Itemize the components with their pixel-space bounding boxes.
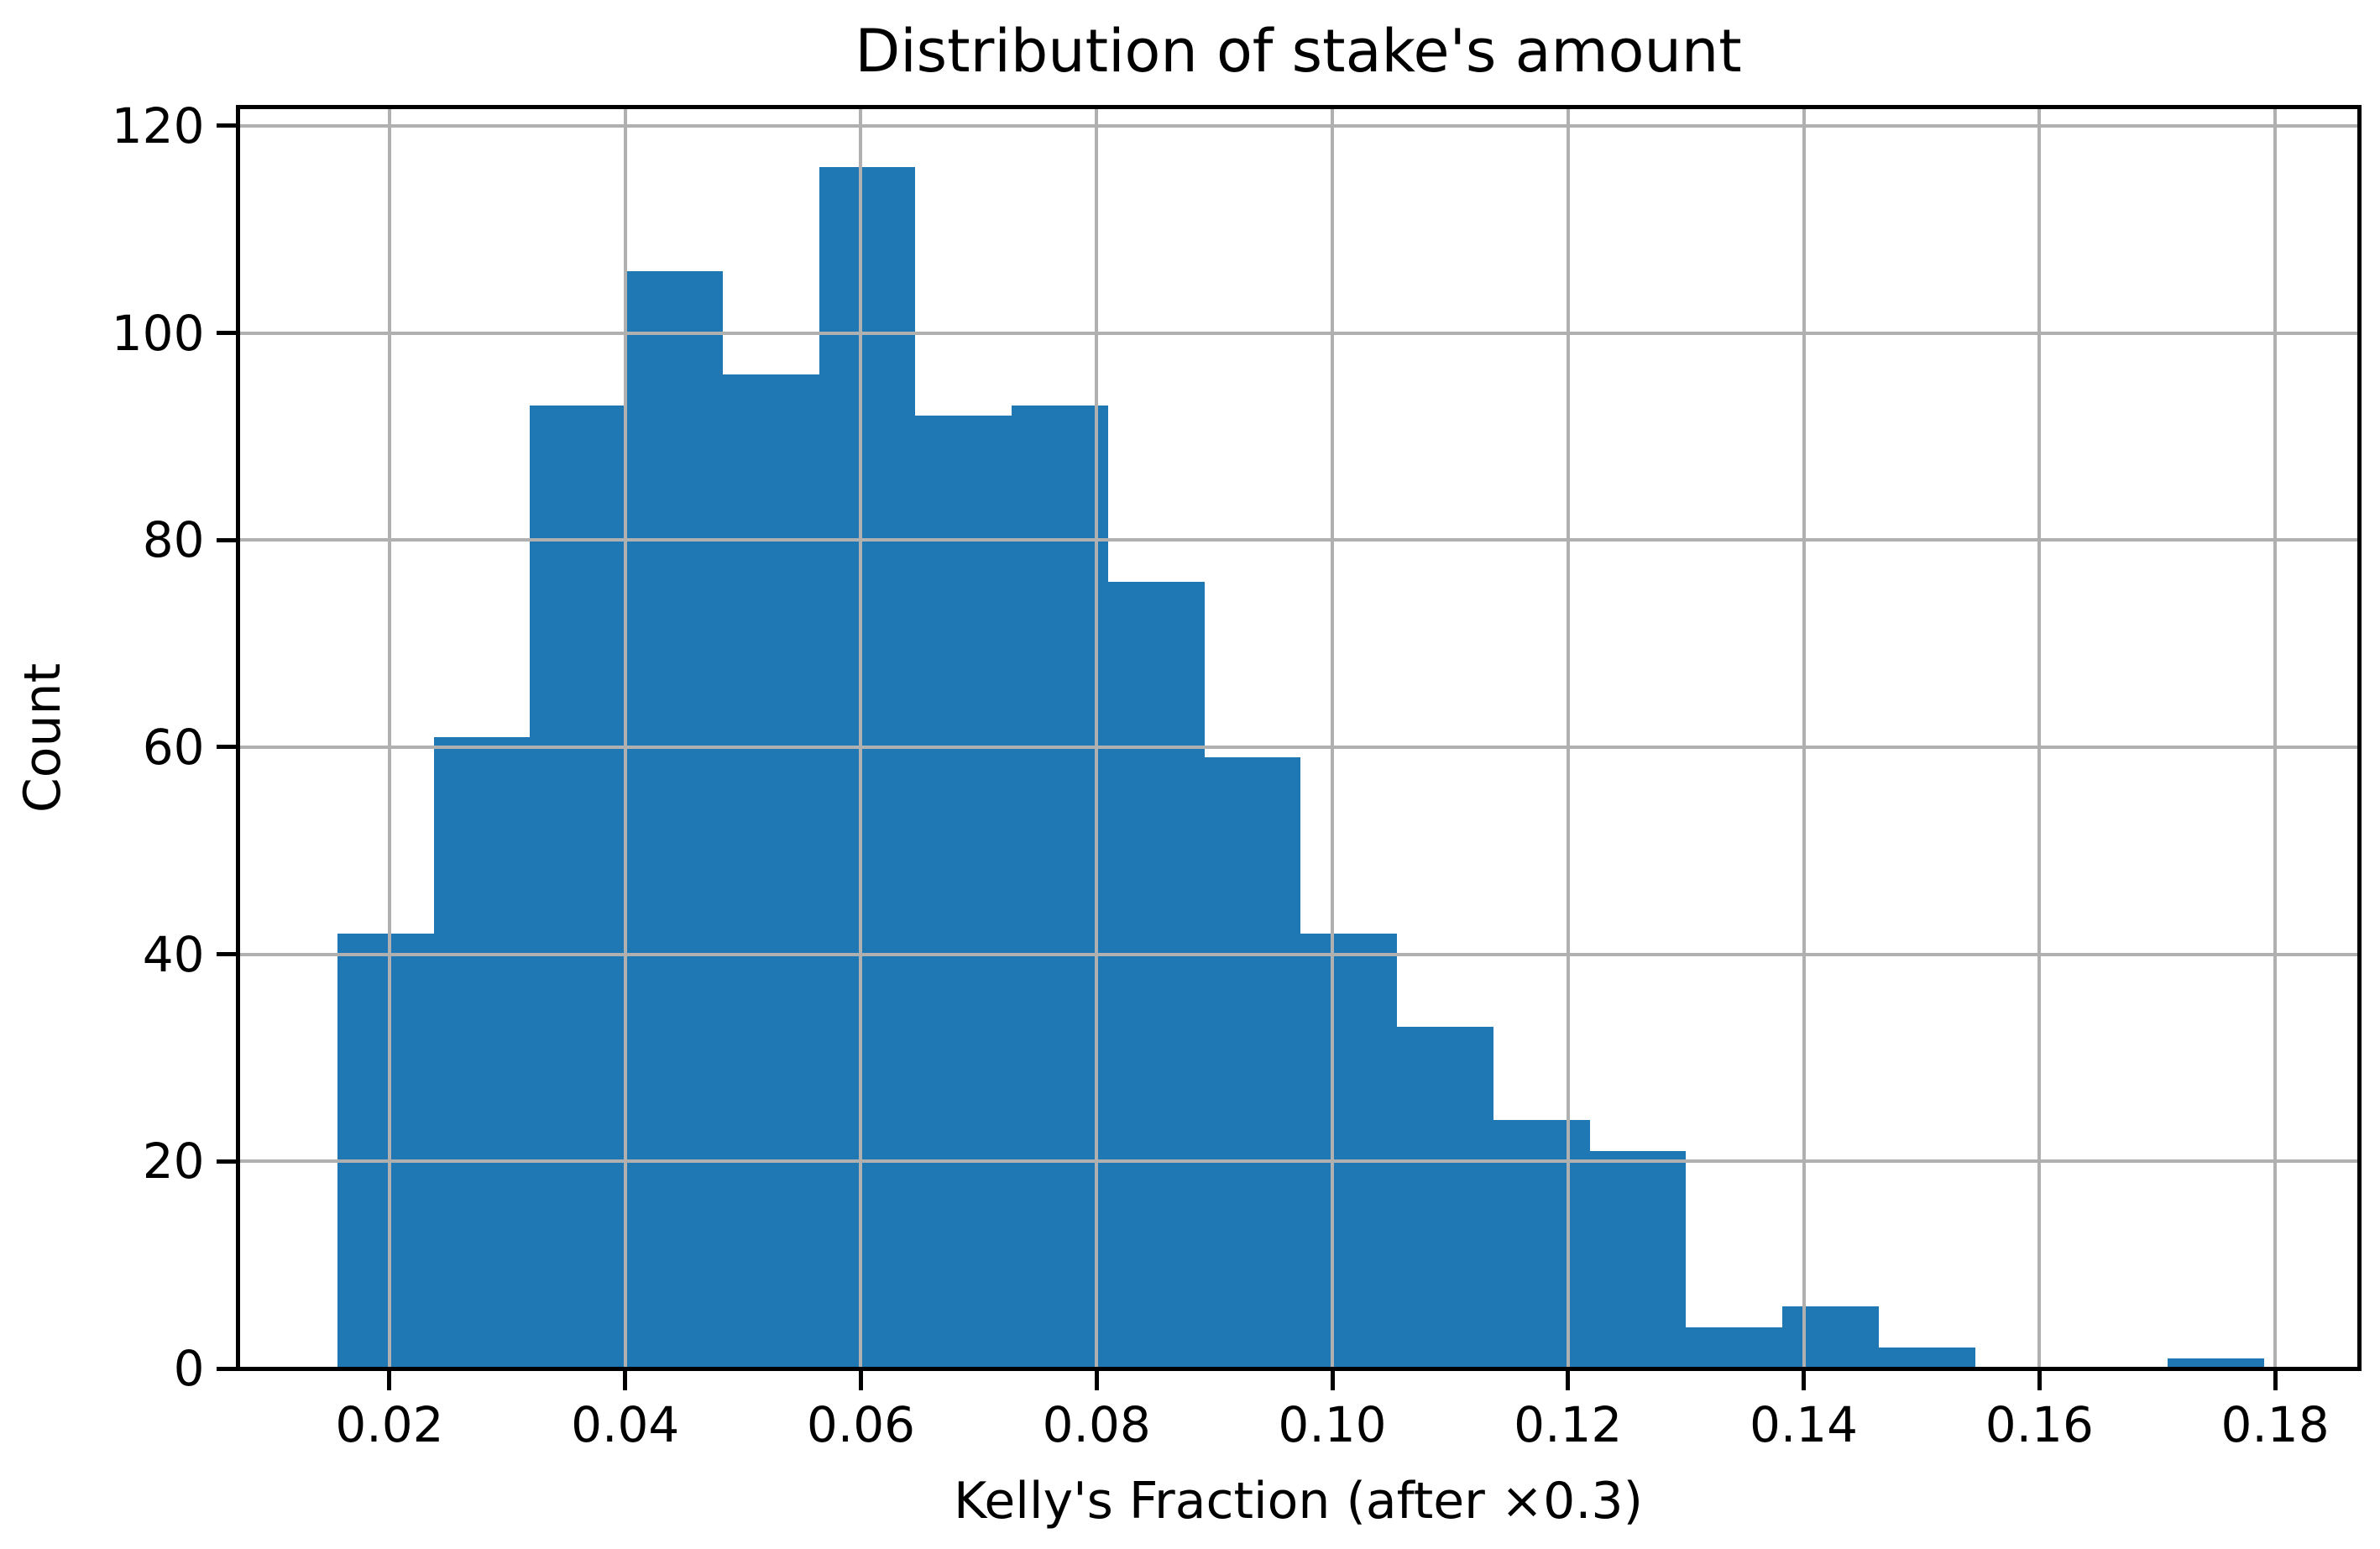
x-tick-label: 0.12 [1514, 1396, 1623, 1453]
x-tick-label: 0.16 [1985, 1396, 2094, 1453]
y-tick-label: 120 [111, 97, 205, 154]
x-tick-mark [1094, 1370, 1099, 1390]
y-tick-mark [216, 952, 236, 957]
histogram-bar [819, 167, 916, 1368]
y-gridline [238, 538, 2359, 542]
histogram-bar [1878, 1348, 1975, 1368]
histogram-bar [337, 933, 434, 1368]
histogram-bar [1204, 757, 1301, 1368]
axis-spine-top [235, 104, 2362, 109]
x-gridline [1802, 107, 1806, 1368]
y-tick-label: 80 [142, 511, 205, 569]
x-tick-label: 0.08 [1042, 1396, 1151, 1453]
y-tick-mark [216, 745, 236, 750]
histogram-bar [1589, 1150, 1687, 1368]
x-tick-label: 0.06 [806, 1396, 916, 1453]
x-tick-mark [2273, 1370, 2278, 1390]
histogram-bar [915, 416, 1012, 1368]
histogram-bar [530, 405, 627, 1368]
x-gridline [2273, 107, 2278, 1368]
x-tick-label: 0.02 [335, 1396, 444, 1453]
x-gridline [387, 107, 391, 1368]
x-tick-mark [2037, 1370, 2042, 1390]
histogram-bar [722, 374, 819, 1368]
y-tick-mark [216, 537, 236, 542]
x-tick-mark [1566, 1370, 1571, 1390]
histogram-bar [1397, 1026, 1493, 1368]
y-tick-mark [216, 1366, 236, 1371]
x-tick-label: 0.14 [1749, 1396, 1859, 1453]
y-tick-label: 0 [173, 1340, 205, 1397]
x-tick-mark [1330, 1370, 1335, 1390]
y-gridline [238, 1159, 2359, 1164]
x-gridline [1095, 107, 1099, 1368]
chart-title: Distribution of stake's amount [855, 17, 1742, 86]
y-tick-label: 40 [142, 925, 205, 983]
x-tick-label: 0.04 [571, 1396, 680, 1453]
x-gridline [1566, 107, 1570, 1368]
x-tick-label: 0.18 [2220, 1396, 2330, 1453]
x-gridline [623, 107, 627, 1368]
x-tick-mark [623, 1370, 628, 1390]
histogram-bar [433, 736, 531, 1368]
axis-spine-right [2356, 104, 2362, 1371]
x-gridline [1331, 107, 1334, 1368]
histogram-bar [1493, 1119, 1590, 1368]
histogram-bar [1300, 933, 1398, 1368]
x-axis-label: Kelly's Fraction (after ×0.3) [953, 1472, 1644, 1531]
y-tick-mark [216, 331, 236, 336]
histogram-bar [1782, 1306, 1879, 1368]
x-gridline [859, 107, 863, 1368]
y-gridline [238, 952, 2359, 956]
histogram-bar [1107, 581, 1205, 1368]
x-tick-mark [387, 1370, 392, 1390]
y-tick-label: 100 [111, 304, 205, 362]
y-tick-mark [216, 123, 236, 128]
histogram-bar [626, 270, 723, 1368]
y-gridline [238, 123, 2359, 128]
axis-spine-left [235, 104, 240, 1371]
histogram-bar [1686, 1327, 1783, 1368]
y-tick-label: 20 [142, 1133, 205, 1191]
x-tick-label: 0.10 [1278, 1396, 1387, 1453]
axis-spine-bottom [235, 1366, 2362, 1371]
y-gridline [238, 331, 2359, 335]
histogram-bar [2168, 1358, 2264, 1368]
y-tick-mark [216, 1159, 236, 1164]
x-gridline [2037, 107, 2042, 1368]
y-gridline [238, 745, 2359, 749]
x-tick-mark [1802, 1370, 1807, 1390]
x-tick-mark [858, 1370, 863, 1390]
histogram-bar [1012, 405, 1108, 1368]
y-tick-label: 60 [142, 718, 205, 776]
